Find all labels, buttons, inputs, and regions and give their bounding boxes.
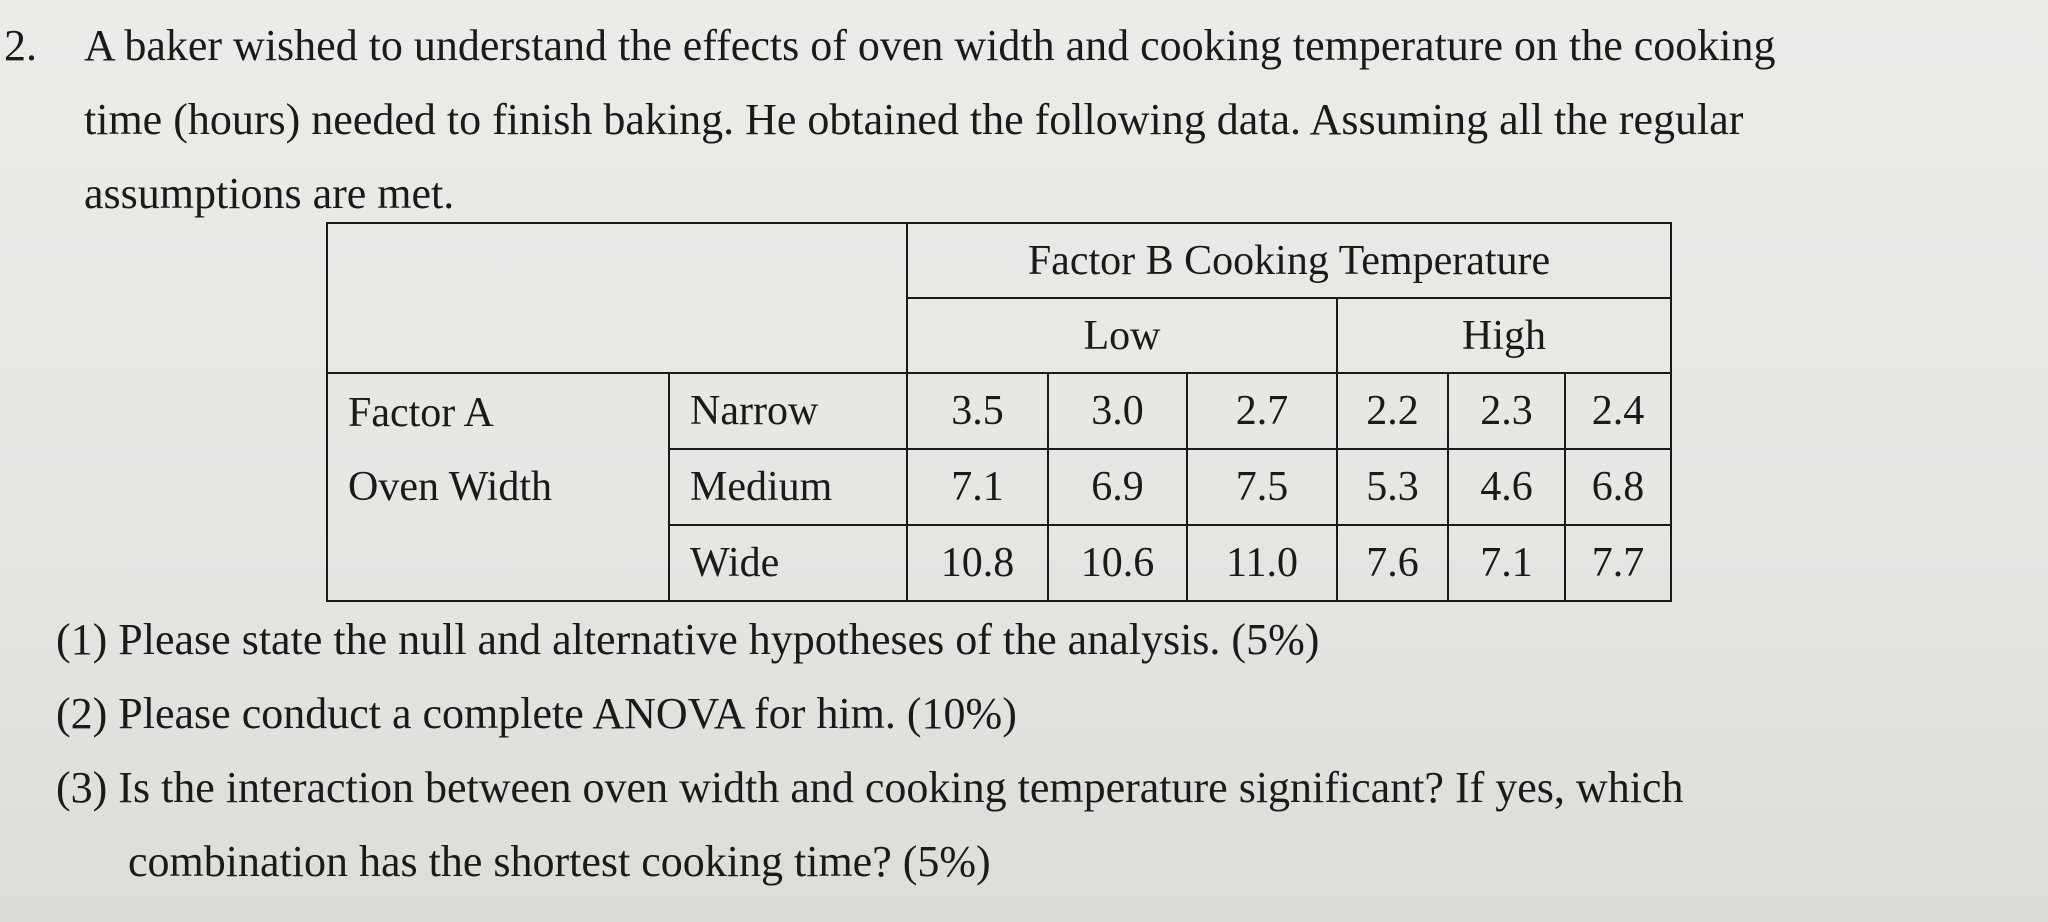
row-level-narrow: Narrow — [668, 372, 908, 451]
factor-a-label: Factor A Oven Width — [326, 372, 670, 602]
row-level-medium: Medium — [668, 448, 908, 527]
table-cell: 6.9 — [1047, 448, 1188, 527]
table-cell: 4.6 — [1447, 448, 1566, 527]
table-cell: 10.8 — [906, 524, 1049, 602]
question-number: 2. — [4, 21, 37, 70]
table-cell: 3.5 — [906, 372, 1049, 451]
table-cell: 7.7 — [1564, 524, 1672, 602]
sub-question-3-continued: combination has the shortest cooking tim… — [128, 837, 991, 886]
question-stem-line-2: time (hours) needed to finish baking. He… — [84, 95, 1744, 144]
table-cell: 2.4 — [1564, 372, 1672, 451]
table-cell: 7.6 — [1336, 524, 1449, 602]
data-table: Factor B Cooking Temperature Low High Fa… — [326, 221, 1672, 602]
empty-corner-cell — [326, 221, 908, 375]
table-cell: 7.5 — [1186, 448, 1338, 527]
table-cell: 6.8 — [1564, 448, 1672, 527]
sub-question-3: (3) Is the interaction between oven widt… — [56, 763, 1684, 812]
level-high-header: High — [1336, 297, 1672, 375]
factor-b-header: Factor B Cooking Temperature — [906, 221, 1672, 300]
table-cell: 7.1 — [1447, 524, 1566, 602]
table-cell: 7.1 — [906, 448, 1049, 527]
question-stem-line-3: assumptions are met. — [84, 169, 455, 218]
sub-question-2: (2) Please conduct a complete ANOVA for … — [56, 689, 1017, 738]
sub-question-1: (1) Please state the null and alternativ… — [56, 615, 1320, 664]
table-cell: 2.2 — [1336, 372, 1449, 451]
row-level-wide: Wide — [668, 524, 908, 602]
factor-a-label-line-2: Oven Width — [348, 464, 553, 511]
table-cell: 10.6 — [1047, 524, 1188, 602]
factor-a-label-line-1: Factor A — [348, 390, 494, 437]
table-cell: 3.0 — [1047, 372, 1188, 451]
table-cell: 2.7 — [1186, 372, 1338, 451]
level-low-header: Low — [906, 297, 1338, 375]
table-cell: 5.3 — [1336, 448, 1449, 527]
table-cell: 11.0 — [1186, 524, 1338, 602]
question-stem-line-1: A baker wished to understand the effects… — [84, 21, 1776, 70]
table-cell: 2.3 — [1447, 372, 1566, 451]
